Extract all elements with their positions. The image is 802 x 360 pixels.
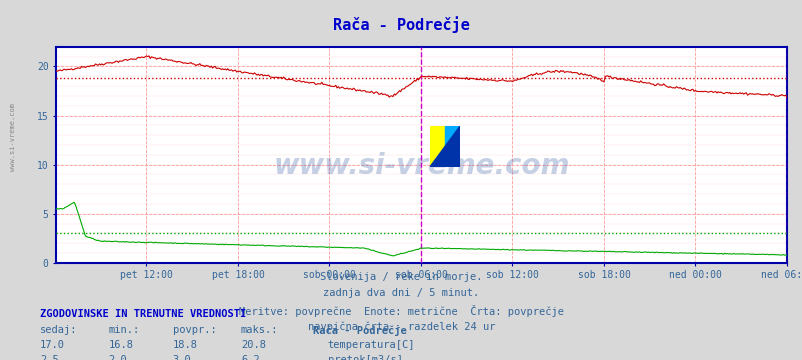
Text: 2.0: 2.0 bbox=[108, 355, 127, 360]
Bar bbox=[444, 126, 460, 167]
Text: pretok[m3/s]: pretok[m3/s] bbox=[327, 355, 402, 360]
Text: www.si-vreme.com: www.si-vreme.com bbox=[273, 152, 569, 180]
Text: navpična črta - razdelek 24 ur: navpična črta - razdelek 24 ur bbox=[307, 321, 495, 332]
Text: maks.:: maks.: bbox=[241, 325, 278, 336]
Polygon shape bbox=[429, 126, 460, 167]
Text: 3.0: 3.0 bbox=[172, 355, 191, 360]
Text: min.:: min.: bbox=[108, 325, 140, 336]
Text: Slovenija / reke in morje.: Slovenija / reke in morje. bbox=[320, 272, 482, 282]
Text: 18.8: 18.8 bbox=[172, 340, 197, 350]
Text: 17.0: 17.0 bbox=[40, 340, 65, 350]
Text: 2.5: 2.5 bbox=[40, 355, 59, 360]
Text: 6.2: 6.2 bbox=[241, 355, 259, 360]
Text: zadnja dva dni / 5 minut.: zadnja dva dni / 5 minut. bbox=[323, 288, 479, 298]
Text: 20.8: 20.8 bbox=[241, 340, 265, 350]
Text: Rača - Podrečje: Rača - Podrečje bbox=[313, 325, 407, 337]
Text: Rača - Podrečje: Rača - Podrečje bbox=[333, 16, 469, 33]
Bar bbox=[429, 126, 444, 167]
Text: Meritve: povprečne  Enote: metrične  Črta: povprečje: Meritve: povprečne Enote: metrične Črta:… bbox=[239, 305, 563, 317]
Text: sedaj:: sedaj: bbox=[40, 325, 78, 336]
Text: www.si-vreme.com: www.si-vreme.com bbox=[10, 103, 15, 171]
Text: ZGODOVINSKE IN TRENUTNE VREDNOSTI: ZGODOVINSKE IN TRENUTNE VREDNOSTI bbox=[40, 309, 246, 319]
Text: 16.8: 16.8 bbox=[108, 340, 133, 350]
Text: temperatura[C]: temperatura[C] bbox=[327, 340, 415, 350]
Text: povpr.:: povpr.: bbox=[172, 325, 216, 336]
